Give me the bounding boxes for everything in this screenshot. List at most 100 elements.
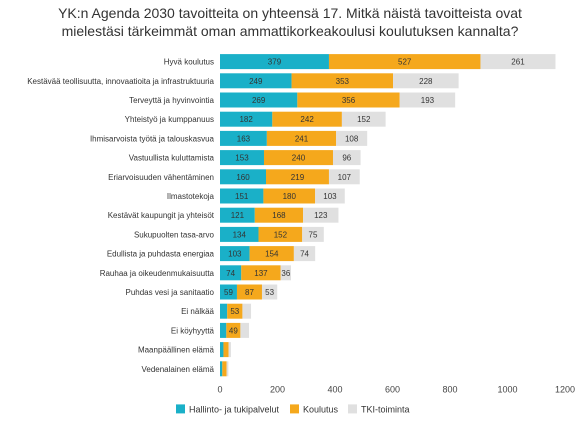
category-label: Terveyttä ja hyvinvointia [129, 96, 214, 105]
category-label: Kestävät kaupungit ja yhteisöt [108, 211, 215, 220]
category-label: Ihmisarvoista työtä ja talouskasvua [90, 134, 215, 143]
x-tick-label: 1000 [497, 384, 517, 394]
category-label: Ei köyhyyttä [171, 326, 215, 335]
data-label: 379 [268, 58, 282, 67]
bar-segment [240, 322, 250, 338]
category-label: Sukupuolten tasa-arvo [134, 230, 215, 239]
bar-segment [254, 207, 304, 223]
bar-segment [226, 322, 241, 338]
bar-segment [220, 73, 292, 89]
data-label: 242 [300, 115, 314, 124]
data-label: 87 [245, 288, 254, 297]
bar-segment [220, 303, 228, 319]
category-label: Edullista ja puhdasta energiaa [107, 250, 215, 259]
category-label: Ei nälkää [181, 307, 214, 316]
bar-segment [220, 226, 259, 242]
bar-segment [341, 111, 386, 127]
bar-segment [220, 361, 223, 377]
data-label: 261 [511, 58, 525, 67]
bar-segment [220, 322, 227, 338]
legend-label: Koulutus [303, 404, 339, 414]
data-label: 228 [419, 77, 433, 86]
data-label: 152 [274, 230, 288, 239]
category-label: Puhdas vesi ja sanitaatio [126, 288, 215, 297]
data-label: 107 [338, 173, 352, 182]
bar-segment [263, 150, 333, 166]
data-label: 240 [292, 154, 306, 163]
bar-segment [263, 188, 316, 204]
bar-segment [241, 265, 281, 281]
bar-segment [336, 130, 368, 146]
data-label: 193 [421, 96, 435, 105]
x-tick-label: 0 [217, 384, 222, 394]
legend: Hallinto- ja tukipalvelut Koulutus TKI-toi… [176, 404, 410, 414]
bar-segment [303, 207, 339, 223]
data-label: 527 [398, 58, 412, 67]
bar-segment [220, 342, 224, 358]
data-label: 49 [229, 326, 238, 335]
data-label: 123 [314, 211, 328, 220]
data-label: 241 [295, 134, 309, 143]
data-label: 134 [233, 230, 247, 239]
bar-segment [258, 226, 303, 242]
legend-swatch [348, 404, 357, 414]
bar-segment [220, 54, 329, 70]
x-tick-label: 400 [327, 384, 342, 394]
bar-segment [220, 169, 266, 185]
bar-segment [332, 150, 361, 166]
data-label: 163 [237, 134, 251, 143]
data-label: 74 [300, 250, 309, 259]
category-label: Kestävää teollisuutta, innovaatioita ja … [27, 77, 214, 86]
category-label: Ilmastotekoja [167, 192, 215, 201]
data-label: 36 [281, 269, 290, 278]
data-label: 59 [224, 288, 233, 297]
data-label: 160 [236, 173, 250, 182]
data-label: 219 [291, 173, 305, 182]
legend-label: TKI-toiminta [361, 404, 410, 414]
bar-segment [328, 54, 481, 70]
bar-segment [315, 188, 345, 204]
category-label: Hyvä koulutus [164, 58, 214, 67]
data-label: 74 [226, 269, 235, 278]
legend-swatch [290, 404, 299, 414]
chart-title-line-2: mielestäsi tärkeimmät oman ammattikorkea… [62, 23, 519, 39]
bar-segment [228, 342, 231, 358]
x-tick-label: 600 [385, 384, 400, 394]
bar-segment [227, 303, 243, 319]
data-label: 180 [283, 192, 297, 201]
legend-swatch [176, 404, 185, 414]
bar-segment [222, 361, 227, 377]
category-label: Vedenalainen elämä [141, 365, 214, 374]
data-label: 154 [265, 250, 279, 259]
bar-segment [393, 73, 459, 89]
category-label: Yhteistyö ja kumppanuus [125, 115, 214, 124]
category-label: Vastuullista kuluttamista [129, 154, 215, 163]
bar-segment [220, 92, 298, 108]
bar-segment [220, 130, 267, 146]
data-label: 182 [239, 115, 253, 124]
data-label: 53 [265, 288, 274, 297]
x-tick-label: 800 [442, 384, 457, 394]
data-label: 75 [309, 230, 318, 239]
x-axis: 0 200 400 600 800 1000 1200 [217, 384, 575, 394]
bar-segment [272, 111, 342, 127]
x-tick-label: 200 [270, 384, 285, 394]
bar-segment [226, 361, 229, 377]
bar-segment [220, 188, 264, 204]
data-label: 103 [228, 250, 242, 259]
bar-segment [293, 246, 316, 262]
legend-label: Hallinto- ja tukipalvelut [189, 404, 280, 414]
data-label: 121 [231, 211, 245, 220]
bar-segment [220, 265, 242, 281]
bar-segment [328, 169, 360, 185]
bar-segment [291, 73, 394, 89]
bar-segment [297, 92, 400, 108]
bar-segment [220, 284, 237, 300]
data-label: 168 [272, 211, 286, 220]
data-label: 96 [342, 154, 351, 163]
bar-segment [261, 284, 278, 300]
bar-segment [236, 284, 262, 300]
bars-area: Hyvä koulutus 379 527 261 Kestävää teollisuu… [27, 54, 556, 377]
bar-segment [280, 265, 292, 281]
